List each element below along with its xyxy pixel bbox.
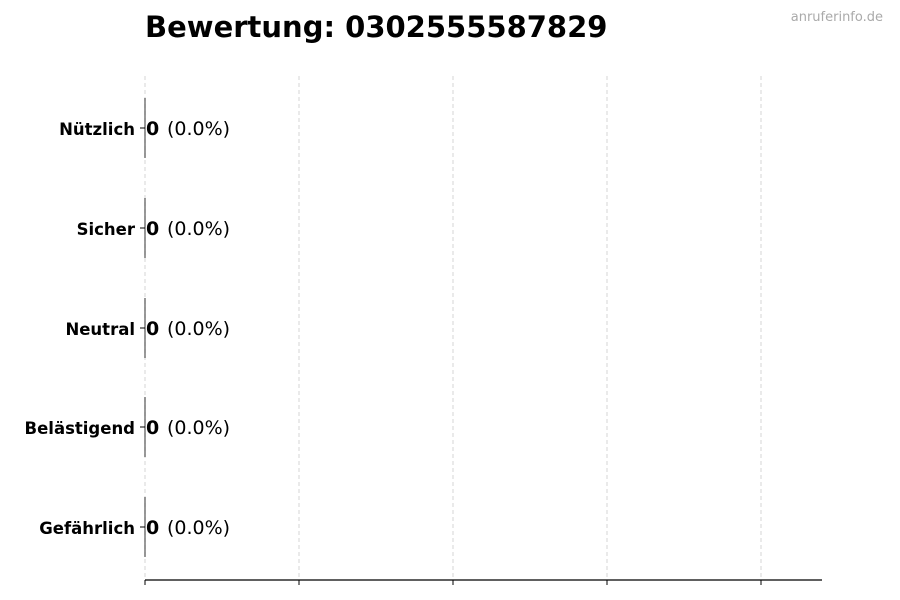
value-label: 0 [146, 517, 159, 539]
value-label: 0 [146, 118, 159, 140]
percent-label: (0.0%) [167, 318, 230, 340]
value-label: 0 [146, 417, 159, 439]
category-label: Sicher [77, 220, 136, 239]
chart-title: Bewertung: 0302555587829 [145, 10, 608, 44]
category-label: Neutral [65, 320, 135, 339]
percent-label: (0.0%) [167, 118, 230, 140]
value-label: 0 [146, 218, 159, 240]
value-label: 0 [146, 318, 159, 340]
percent-label: (0.0%) [167, 417, 230, 439]
percent-label: (0.0%) [167, 218, 230, 240]
percent-label: (0.0%) [167, 517, 230, 539]
watermark: anruferinfo.de [790, 10, 883, 25]
category-label: Nützlich [59, 120, 135, 139]
category-label: Belästigend [25, 419, 135, 438]
category-label: Gefährlich [39, 519, 135, 538]
